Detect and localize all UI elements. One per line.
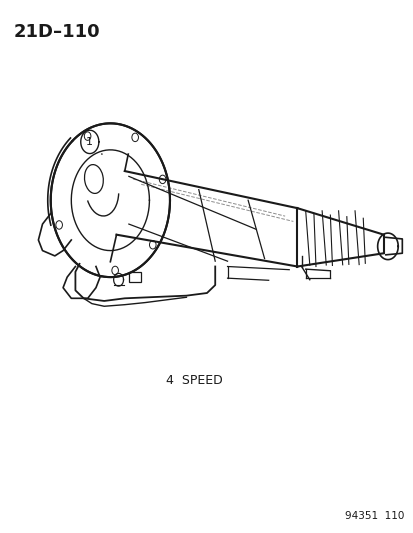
Text: 94351  110: 94351 110 [344,511,404,521]
Bar [128,272,141,282]
Text: 21D–110: 21D–110 [14,22,100,41]
Text: 4  SPEED: 4 SPEED [166,374,223,387]
Text: 1: 1 [86,137,93,147]
